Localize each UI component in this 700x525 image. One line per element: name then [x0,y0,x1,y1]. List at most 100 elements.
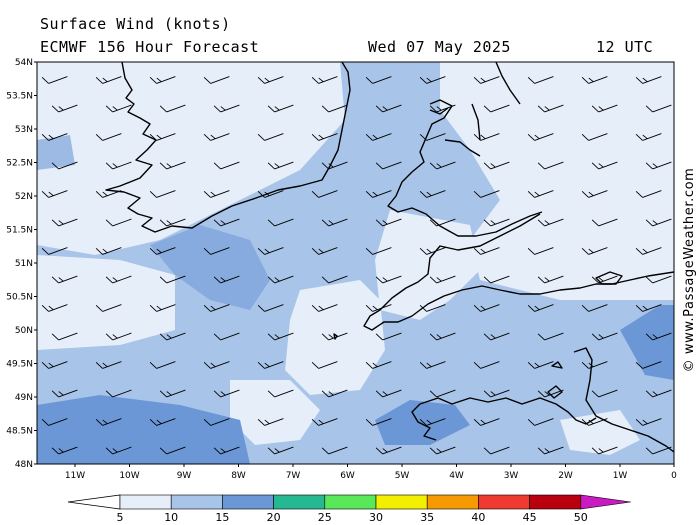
wind-barb [483,389,510,398]
lon-label: 10W [119,471,139,481]
wind-barb [159,275,186,284]
wind-barb [267,332,294,341]
wind-barb [473,304,500,312]
wind-barb [267,218,294,227]
wind-barb [257,133,284,141]
wind-barb [51,218,78,227]
legend-low-arrow [67,494,121,510]
wind-barb [149,76,176,84]
legend-swatch [119,494,172,510]
wind-barb [429,275,456,284]
lat-label: 51N [15,259,33,269]
lat-label: 50N [15,326,33,336]
wind-barb [51,389,78,398]
wind-barb [591,446,618,455]
brittany-coast [419,397,597,425]
wind-barb [95,247,122,255]
wind-barb [483,275,510,284]
wind-barb [645,218,672,227]
wind-barb [257,361,284,369]
lon-label: 6W [340,471,355,481]
northwest-island [429,107,449,115]
lon-label: 4W [449,471,464,481]
wind-speed-legend: 5 10 15 20 25 30 35 40 45 50 [67,494,631,524]
wind-barb [527,76,554,84]
wind-barb [473,247,500,255]
lon-label: 5W [395,471,410,481]
light-wind-area [37,62,345,255]
wind-barb [105,332,132,341]
wind-barb [473,418,500,426]
wind-barb [483,104,510,113]
wind-barb [267,161,294,170]
light-wind-area [440,62,674,300]
wind-barb [527,304,554,312]
wind-barb [95,76,122,84]
isle-of-wight [595,271,623,285]
wind-barb [213,275,240,284]
wind-speed-shading [37,62,674,464]
wind-barb [527,133,554,141]
wind-barb [321,389,348,398]
northeast-coast [495,62,521,105]
lat-label: 50.5N [6,293,33,303]
wind-barb [311,76,338,84]
wind-barb [267,104,294,113]
wind-barb [375,218,402,227]
wind-barb [581,76,608,84]
wind-barb [581,247,608,255]
wind-barb [213,389,240,398]
cotentin-peninsula [573,347,674,453]
legend-tick-label: 25 [318,511,332,524]
wind-barb [105,446,132,455]
wind-barb [365,418,392,426]
wind-barb [537,446,564,455]
wind-barb [537,161,564,170]
wind-barb [483,332,510,341]
legend-tick-label: 35 [420,511,434,524]
wind-barb [51,332,78,341]
wind-barb [375,104,402,113]
wind-barb [203,133,230,141]
wind-barb [149,247,176,255]
wind-barb [159,218,186,227]
wind-barb [257,76,284,84]
wind-barb [321,332,348,341]
wind-barb [591,389,618,398]
wind-barb [581,304,608,312]
lon-label: 7W [286,471,301,481]
legend-swatch [222,494,274,510]
wind-barb [51,161,78,170]
wind-barbs [41,76,672,455]
forecast-date: Wed 07 May 2025 [368,38,511,56]
wind-barb [635,418,662,426]
wind-barb [51,104,78,113]
legend-tick-label: 50 [574,511,588,524]
wind-barb [203,361,230,369]
wind-barb [419,418,446,426]
wind-barb [537,275,564,284]
light-wind-area [37,255,175,350]
map-title: Surface Wind (knots) [40,15,231,33]
wind-barb [537,332,564,341]
wind-barb [95,418,122,426]
wind-barb [213,161,240,170]
wind-barb [311,190,338,198]
wind-barb [429,218,456,227]
wind-barb [213,446,240,455]
legend-swatch [273,494,326,510]
wind-barb [203,76,230,84]
wind-barb [159,389,186,398]
wind-barb [635,304,662,312]
wind-barb [203,247,230,255]
wind-barb [635,76,662,84]
legend-tick-label: 30 [369,511,383,524]
wind-barb [41,247,68,255]
wind-barb [483,161,510,170]
wind-barb [473,190,500,198]
wind-barb [95,133,122,141]
wind-barb [41,304,68,312]
wind-barb [41,418,68,426]
wind-barb [365,247,392,255]
wind-barb [149,190,176,198]
